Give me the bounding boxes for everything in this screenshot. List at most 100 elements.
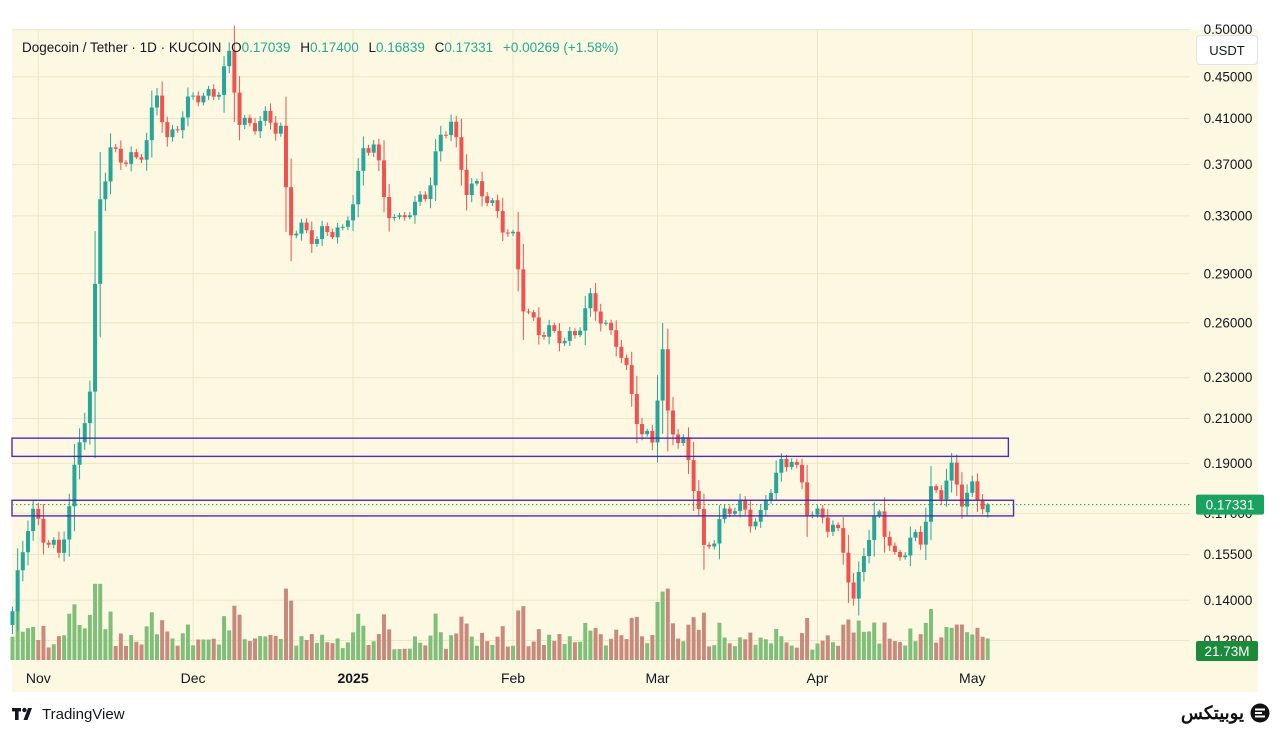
candle-body	[784, 458, 789, 468]
volume-bar	[320, 634, 325, 660]
volume-bar	[609, 638, 614, 660]
volume-bar	[928, 609, 933, 660]
volume-bar	[93, 583, 98, 660]
close-label: C	[434, 40, 445, 55]
candle-body	[216, 94, 221, 97]
volume-bar	[660, 591, 665, 660]
candle-body	[629, 365, 634, 395]
candle-body	[304, 222, 309, 231]
volume-bar	[98, 583, 103, 660]
candle-body	[330, 232, 335, 238]
x-tick-label: Mar	[645, 670, 669, 686]
volume-bar	[918, 634, 923, 660]
candle-body	[387, 197, 392, 219]
volume-bar	[237, 614, 242, 660]
candle-body	[722, 508, 727, 520]
candle-body	[763, 499, 768, 510]
volume-bar	[784, 642, 789, 660]
volume-bar	[428, 635, 433, 660]
candle-body	[985, 504, 990, 513]
candle-body	[139, 157, 144, 160]
volume-bar	[77, 625, 82, 660]
volume-bar	[975, 627, 980, 660]
ubitex-logo-icon	[1250, 703, 1270, 723]
candle-body	[521, 269, 526, 312]
volume-bar	[557, 634, 562, 660]
candle-body	[273, 122, 278, 134]
candle-body	[345, 220, 350, 227]
volume-bar	[944, 626, 949, 660]
volume-bar	[227, 630, 232, 660]
candle-body	[867, 539, 872, 557]
candle-body	[531, 312, 536, 318]
candle-body	[41, 518, 46, 543]
volume-bar	[154, 634, 159, 660]
candle-body	[887, 536, 892, 546]
candle-body	[299, 222, 304, 234]
volume-bar	[500, 626, 505, 660]
volume-bar	[222, 616, 227, 660]
candle-body	[77, 442, 82, 465]
y-tick-label: 0.15500	[1204, 547, 1253, 562]
volume-bar	[743, 639, 748, 660]
volume-bar	[165, 631, 170, 660]
candle-body	[516, 231, 521, 270]
currency-button[interactable]: USDT	[1196, 35, 1258, 65]
volume-bar	[939, 637, 944, 660]
candle-body	[923, 521, 928, 545]
volume-bar	[913, 641, 918, 660]
volume-bar	[351, 632, 356, 660]
volume-bar	[20, 631, 25, 660]
volume-bar	[681, 641, 686, 660]
candle-body	[46, 542, 51, 545]
candle-body	[113, 147, 118, 149]
volume-bar	[903, 645, 908, 660]
candle-body	[588, 293, 593, 309]
volume-bar	[505, 646, 510, 660]
volume-bar	[263, 636, 268, 660]
candle-body	[841, 528, 846, 553]
candle-body	[67, 506, 72, 540]
volume-bar	[598, 634, 603, 660]
volume-bar	[31, 626, 36, 660]
y-tick-label: 0.37000	[1204, 157, 1253, 172]
candle-body	[144, 140, 149, 160]
candle-body	[928, 486, 933, 522]
candlestick-chart[interactable]: 0.50000 0.45000 0.41000 0.37000 0.33000 0.290…	[0, 0, 1280, 700]
chart-area[interactable]: 0.50000 0.45000 0.41000 0.37000 0.33000 0.290…	[0, 0, 1280, 700]
volume-bar	[748, 632, 753, 660]
volume-bar	[758, 637, 763, 660]
candle-body	[567, 331, 572, 341]
candle-body	[283, 125, 288, 188]
candle-body	[717, 519, 722, 544]
volume-bar	[980, 636, 985, 660]
volume-bar	[438, 632, 443, 660]
ubitex-watermark: یوبیتکس	[1181, 701, 1270, 725]
volume-bar	[371, 641, 376, 660]
candle-body	[789, 461, 794, 468]
candle-body	[769, 493, 774, 500]
volume-bar	[397, 649, 402, 660]
candle-body	[825, 517, 830, 532]
candle-body	[511, 231, 516, 234]
candle-body	[149, 107, 154, 141]
candle-body	[87, 391, 92, 424]
volume-bar	[536, 629, 541, 660]
volume-bar	[923, 622, 928, 660]
tradingview-brand[interactable]: TradingView	[12, 703, 125, 725]
volume-bar	[970, 634, 975, 660]
x-tick-label: Feb	[501, 670, 525, 686]
change-value: +0.00269 (+1.58%)	[502, 40, 619, 55]
volume-bar	[619, 635, 624, 660]
candle-body	[505, 232, 510, 234]
candle-body	[340, 226, 345, 228]
candle-body	[449, 121, 454, 136]
candle-body	[222, 66, 227, 95]
volume-bar	[216, 644, 221, 660]
candle-body	[851, 582, 856, 599]
x-tick-label: 2025	[337, 670, 368, 686]
candle-body	[619, 346, 624, 358]
volume-bar	[572, 642, 577, 660]
candle-body	[634, 394, 639, 425]
volume-bar	[763, 639, 768, 660]
